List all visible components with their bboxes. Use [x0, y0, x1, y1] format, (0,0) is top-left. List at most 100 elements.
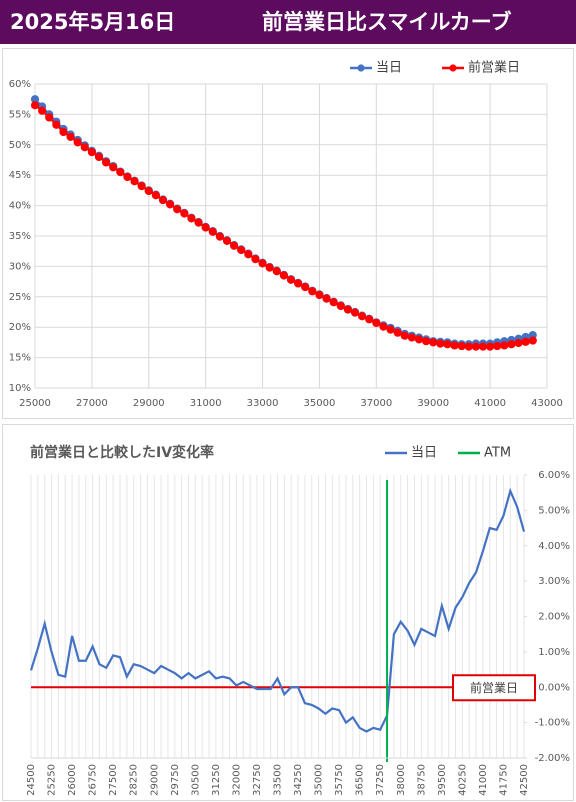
marker — [457, 341, 466, 351]
marker — [237, 245, 246, 255]
marker — [30, 101, 40, 110]
x-tick-label: 41750 — [498, 764, 509, 796]
x-tick-label: 43000 — [531, 398, 563, 409]
y-tick-label: 30% — [9, 261, 31, 272]
reference-label-box — [452, 674, 536, 702]
marker — [258, 259, 267, 268]
marker — [358, 312, 367, 321]
x-tick-label: 42500 — [519, 764, 530, 796]
marker — [336, 301, 345, 311]
x-tick-label: 37000 — [360, 398, 392, 409]
x-tick-label: 29750 — [170, 764, 181, 796]
y-tick-label: 60% — [9, 79, 31, 90]
x-tick-label: 29000 — [133, 398, 165, 409]
chart-frame — [2, 424, 574, 801]
x-tick-label: 41000 — [474, 398, 506, 409]
marker — [158, 196, 168, 205]
marker — [322, 294, 331, 303]
marker — [187, 214, 196, 223]
x-tick-label: 39000 — [417, 398, 449, 409]
marker — [365, 315, 374, 324]
marker — [372, 318, 381, 328]
x-tick-label: 26000 — [67, 764, 78, 796]
x-tick-label: 35000 — [304, 398, 336, 409]
marker — [422, 337, 431, 346]
x-tick-label: 29000 — [149, 764, 160, 796]
y-tick-label: 55% — [9, 109, 31, 120]
marker — [514, 338, 523, 348]
legend-label: 当日 — [376, 61, 402, 76]
marker — [222, 236, 232, 245]
chart-title: 前営業日と比較したIV変化率 — [30, 444, 214, 461]
marker — [500, 341, 509, 350]
y-tick-label: 2.00% — [538, 612, 570, 623]
marker — [194, 218, 203, 227]
x-tick-label: 33000 — [247, 398, 279, 409]
legend-marker — [449, 64, 457, 72]
header-date: 2025年5月16日 — [10, 10, 175, 34]
x-tick-label: 28250 — [129, 764, 140, 796]
x-tick-label: 35000 — [314, 764, 325, 796]
x-tick-label: 25000 — [19, 398, 51, 409]
marker — [464, 342, 473, 351]
y-tick-label: -1.00% — [535, 718, 570, 729]
marker — [450, 341, 459, 350]
marker — [315, 290, 324, 300]
marker — [443, 340, 452, 349]
marker — [379, 322, 388, 331]
marker — [215, 232, 224, 241]
x-tick-label: 32000 — [231, 764, 242, 796]
legend-label: 前営業日 — [468, 60, 520, 76]
chart-frame — [2, 48, 574, 419]
marker — [400, 331, 409, 340]
marker — [471, 342, 480, 351]
y-tick-label: 10% — [9, 383, 31, 394]
y-tick-label: 45% — [9, 170, 31, 181]
marker — [66, 132, 75, 141]
header-title: 前営業日比スマイルカーブ — [262, 10, 511, 34]
legend-label: 当日 — [411, 446, 437, 461]
marker — [151, 191, 160, 200]
y-tick-label: 3.00% — [538, 576, 570, 587]
x-tick-label: 38000 — [396, 764, 407, 796]
x-tick-label: 35750 — [334, 764, 345, 796]
marker — [230, 241, 239, 250]
marker — [301, 282, 310, 292]
marker — [144, 186, 153, 196]
marker — [386, 325, 395, 334]
y-tick-label: 4.00% — [538, 541, 570, 552]
x-tick-label: 31250 — [211, 764, 222, 796]
marker — [201, 223, 210, 232]
marker — [478, 342, 488, 351]
x-tick-label: 32750 — [252, 764, 263, 796]
marker — [436, 339, 445, 348]
marker — [130, 177, 139, 186]
marker — [486, 342, 495, 351]
series-line — [29, 487, 526, 733]
x-tick-label: 41000 — [478, 764, 489, 796]
marker — [87, 147, 96, 157]
marker — [180, 209, 189, 218]
y-tick-label: 40% — [9, 201, 31, 212]
marker — [109, 163, 118, 172]
marker — [329, 298, 338, 307]
header-bar — [0, 0, 576, 44]
marker — [244, 250, 253, 259]
y-tick-label: 15% — [9, 353, 31, 364]
marker — [208, 227, 217, 236]
marker — [272, 267, 281, 276]
x-tick-label: 30500 — [190, 764, 201, 796]
x-tick-label: 40250 — [457, 764, 468, 796]
marker — [45, 113, 54, 122]
marker — [251, 255, 260, 264]
x-tick-label: 27500 — [108, 764, 119, 796]
x-tick-label: 24500 — [26, 764, 37, 796]
marker — [173, 205, 182, 214]
marker — [102, 158, 111, 167]
y-tick-label: 50% — [9, 140, 31, 151]
marker — [308, 287, 317, 296]
y-tick-label: 20% — [9, 322, 31, 333]
marker — [429, 338, 438, 347]
marker — [116, 168, 125, 177]
